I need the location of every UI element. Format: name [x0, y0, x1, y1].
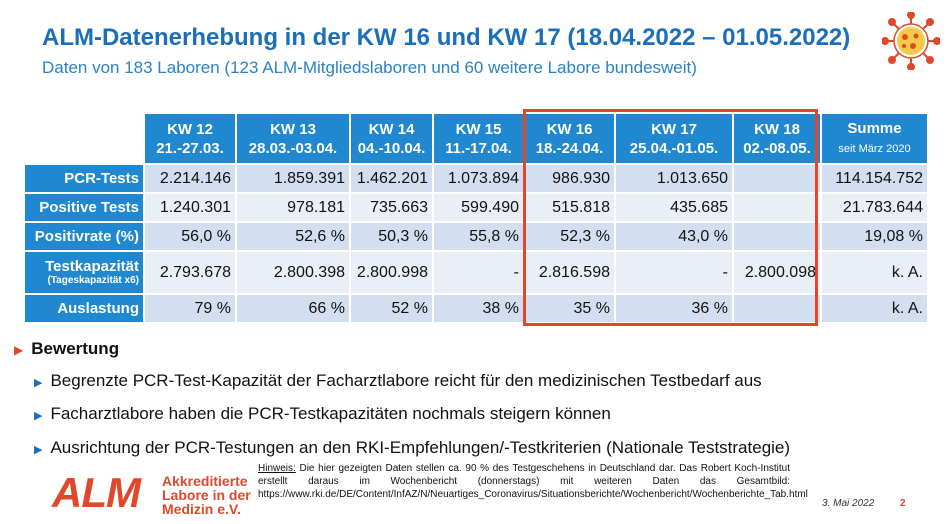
table-cell: 1.240.301 [143, 192, 237, 223]
row-label-auslastung: Auslastung [23, 293, 145, 324]
table-cell: 1.859.391 [235, 163, 351, 194]
table-cell: 35 % [523, 293, 616, 324]
table-row: PCR-Tests 2.214.146 1.859.391 1.462.201 … [23, 163, 929, 194]
table-cell: 435.685 [614, 192, 734, 223]
logo-mark: ALM [52, 469, 141, 516]
col-header-kw12: KW 12 21.-27.03. [143, 112, 237, 165]
table-cell: 2.214.146 [143, 163, 237, 194]
slide-title: ALM-Datenerhebung in der KW 16 und KW 17… [42, 24, 851, 51]
table-cell: 1.013.650 [614, 163, 734, 194]
row-sublabel: (Tageskapazität x6) [47, 275, 139, 286]
data-table: KW 12 21.-27.03. KW 13 28.03.-03.04. KW 14… [23, 112, 929, 324]
table-cell [732, 221, 822, 252]
table-row: Positivrate (%) 56,0 % 52,6 % 50,3 % 55,… [23, 221, 929, 252]
table-cell: 2.800.398 [235, 250, 351, 295]
table-cell: - [432, 250, 525, 295]
col-header-kw13: KW 13 28.03.-03.04. [235, 112, 351, 165]
col-header-kw16: KW 16 18.-24.04. [523, 112, 616, 165]
coronavirus-icon [882, 12, 940, 70]
table-cell: - [614, 250, 734, 295]
sum-cell: k. A. [820, 293, 929, 324]
triangle-bullet-icon: ▶ [34, 377, 43, 389]
table-row: Positive Tests 1.240.301 978.181 735.663… [23, 192, 929, 223]
sum-cell: k. A. [820, 250, 929, 295]
table-cell: 978.181 [235, 192, 351, 223]
sum-cell: 21.783.644 [820, 192, 929, 223]
table-cell: 52,6 % [235, 221, 351, 252]
col-header-kw18: KW 18 02.-08.05. [732, 112, 822, 165]
table-cell: 1.462.201 [349, 163, 434, 194]
slide-subtitle: Daten von 183 Laboren (123 ALM-Mitglieds… [42, 58, 697, 77]
table-cell [732, 293, 822, 324]
row-label-positive-tests: Positive Tests [23, 192, 145, 223]
table-cell: 2.816.598 [523, 250, 616, 295]
footnote-hint: Hinweis: Die hier gezeigten Daten stelle… [258, 463, 808, 500]
slide-date: 3. Mai 2022 [822, 498, 875, 509]
table-cell: 2.793.678 [143, 250, 237, 295]
row-label-testkapazitaet: Testkapazität (Tageskapazität x6) [23, 250, 145, 295]
table-cell: 66 % [235, 293, 351, 324]
table-row: Testkapazität (Tageskapazität x6) 2.793.… [23, 250, 929, 295]
table-cell: 986.930 [523, 163, 616, 194]
table-cell: 56,0 % [143, 221, 237, 252]
corner-cell [23, 112, 145, 165]
bewertung-heading: ▶ Bewertung [14, 339, 120, 358]
table-cell [732, 192, 822, 223]
row-label-positivrate: Positivrate (%) [23, 221, 145, 252]
highlight-box-kw16-18 [523, 109, 818, 326]
triangle-bullet-icon: ▶ [34, 444, 43, 456]
col-header-sum: Summe seit März 2020 [820, 112, 929, 165]
col-header-kw14: KW 14 04.-10.04. [349, 112, 434, 165]
col-header-kw15: KW 15 11.-17.04. [432, 112, 525, 165]
table-cell: 52 % [349, 293, 434, 324]
table-cell: 52,3 % [523, 221, 616, 252]
row-label-pcr-tests: PCR-Tests [23, 163, 145, 194]
triangle-bullet-icon: ▶ [34, 410, 43, 422]
list-item: ▶ Facharztlabore haben die PCR-Testkapazi… [34, 404, 611, 423]
table-cell: 43,0 % [614, 221, 734, 252]
table-cell: 79 % [143, 293, 237, 324]
table-cell: 515.818 [523, 192, 616, 223]
table-cell: 2.800.098 [732, 250, 822, 295]
sum-cell: 114.154.752 [820, 163, 929, 194]
sum-cell: 19,08 % [820, 221, 929, 252]
table-cell: 38 % [432, 293, 525, 324]
table-cell: 50,3 % [349, 221, 434, 252]
list-item: ▶ Ausrichtung der PCR-Testungen an den RK… [34, 438, 791, 457]
table-cell: 55,8 % [432, 221, 525, 252]
logo-text: Akkreditierte Labore in der Medizin e.V. [162, 473, 251, 517]
table-cell: 2.800.998 [349, 250, 434, 295]
triangle-bullet-icon: ▶ [14, 343, 24, 357]
table-row: Auslastung 79 % 66 % 52 % 38 % 35 % 36 %… [23, 293, 929, 324]
list-item: ▶ Begrenzte PCR-Test-Kapazität der Fachar… [34, 371, 762, 390]
table-cell: 735.663 [349, 192, 434, 223]
page-number: 2 [900, 498, 906, 509]
table-cell [732, 163, 822, 194]
table-cell: 599.490 [432, 192, 525, 223]
table-cell: 1.073.894 [432, 163, 525, 194]
col-header-kw17: KW 17 25.04.-01.05. [614, 112, 734, 165]
table-cell: 36 % [614, 293, 734, 324]
